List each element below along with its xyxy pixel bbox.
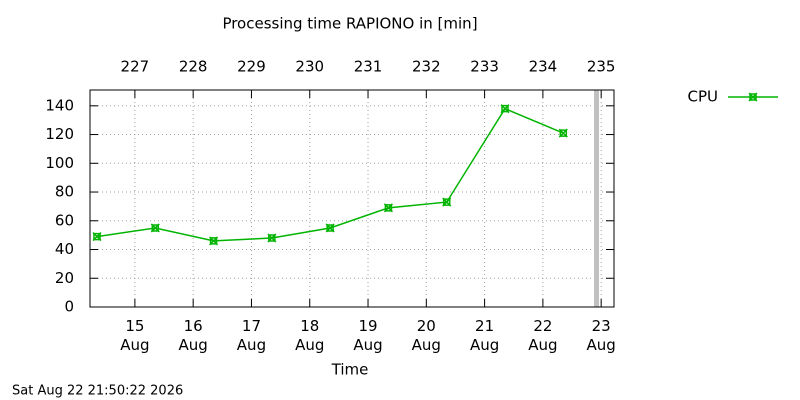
point-marker (92, 232, 102, 242)
x2-tick-label: 234 (529, 58, 558, 76)
x-tick-label: 22 Aug (528, 317, 558, 354)
x-tick-label: 21 Aug (469, 317, 500, 354)
legend-marker (748, 92, 758, 102)
x-tick-label: 17 Aug (236, 317, 267, 354)
plot-frame (89, 89, 615, 308)
y-tick-label: 20 (55, 269, 74, 287)
y-tick-label: 120 (45, 125, 74, 143)
point-marker (325, 223, 335, 233)
point-marker (209, 236, 219, 246)
x-tick-label: 15 Aug (120, 317, 150, 354)
legend-label: CPU (688, 88, 719, 106)
point-marker (500, 104, 510, 114)
y-tick-label: 140 (45, 96, 74, 114)
chart-title: Processing time RAPIONO in [min] (222, 15, 477, 33)
x-tick-label: 16 Aug (178, 317, 208, 354)
x2-tick-label: 232 (412, 58, 441, 76)
x2-tick-label: 227 (121, 58, 150, 76)
x2-tick-label: 228 (179, 58, 208, 76)
x2-tick-label: 229 (237, 58, 266, 76)
point-marker (150, 223, 160, 233)
y-tick-label: 0 (64, 298, 74, 316)
point-marker (442, 197, 452, 207)
point-marker (383, 203, 393, 213)
point-marker (558, 128, 568, 138)
x-axis-title: Time (331, 361, 369, 379)
x2-tick-label: 230 (295, 58, 324, 76)
y-tick-label: 100 (45, 154, 74, 172)
x2-tick-label: 235 (587, 58, 616, 76)
x-tick-label: 18 Aug (295, 317, 325, 354)
point-marker (267, 233, 277, 243)
x-tick-label: 19 Aug (353, 317, 383, 354)
y-tick-label: 40 (55, 240, 74, 258)
y-tick-label: 60 (55, 211, 74, 229)
x2-tick-label: 231 (354, 58, 383, 76)
y-tick-label: 80 (55, 183, 74, 201)
timestamp: Sat Aug 22 21:50:22 2026 (12, 384, 183, 399)
x-tick-label: 20 Aug (411, 317, 441, 354)
x-tick-label: 23 Aug (586, 317, 616, 354)
x2-tick-label: 233 (470, 58, 499, 76)
